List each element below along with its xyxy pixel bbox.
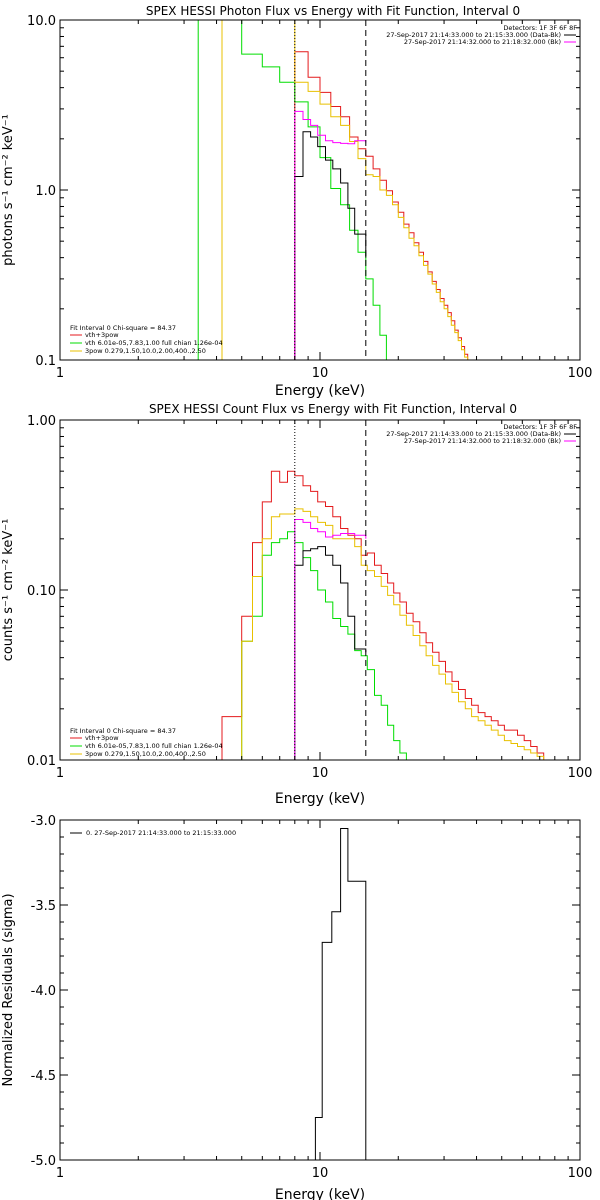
residuals-legend-label: 0. 27-Sep-2017 21:14:33.000 to 21:15:33.… bbox=[86, 829, 236, 837]
residuals-panel: 1 10 100-5.0-4.5-4.0-3.5-3.0 Energy (keV) … bbox=[1, 814, 592, 1200]
legend-total-label: vth+3pow bbox=[85, 331, 119, 339]
y-tick-label: -4.0 bbox=[31, 984, 56, 999]
y-tick-label: 10.0 bbox=[27, 14, 56, 29]
series-3pow-line bbox=[221, 20, 507, 360]
series-bk-line bbox=[294, 110, 367, 360]
x-tick-label: 1 bbox=[56, 366, 64, 381]
photon-flux-fit-range-lines bbox=[294, 20, 367, 360]
residuals-legend: 0. 27-Sep-2017 21:14:33.000 to 21:15:33.… bbox=[70, 829, 236, 837]
y-tick-label: -5.0 bbox=[31, 1154, 56, 1169]
photon-flux-ylabel: photons s⁻¹ cm⁻² keV⁻¹ bbox=[1, 114, 16, 266]
count-flux-title: SPEX HESSI Count Flux vs Energy with Fit… bbox=[149, 402, 517, 416]
legend-fit-interval: Fit Interval 0 Chi-square = 84.37 bbox=[70, 324, 176, 332]
series-data-bk-line bbox=[294, 546, 367, 760]
series-3pow-line bbox=[222, 508, 557, 760]
x-tick-label: 100 bbox=[568, 766, 593, 781]
count-flux-series bbox=[221, 470, 557, 760]
series-0-27-sep-2017-21-14-33-000-to-21-15-33-000-line bbox=[314, 828, 367, 1160]
photon-flux-xlabel: Energy (keV) bbox=[275, 383, 365, 399]
photon-flux-ticks: 1 10 100 0.1 1.0 10.0 bbox=[27, 14, 592, 381]
residuals-ticks: 1 10 100 -5.0 -4.5 -4.0 -3.5 -3.0 bbox=[31, 814, 593, 1181]
count-flux-ylabel: counts s⁻¹ cm⁻² keV⁻¹ bbox=[1, 519, 16, 662]
y-tick-label: 1.00 bbox=[27, 414, 56, 429]
legend-total-label-2: vth+3pow bbox=[85, 734, 119, 742]
count-flux-legend-bottom: Fit Interval 0 Chi-square = 84.37 vth+3p… bbox=[70, 727, 223, 758]
residuals-series bbox=[314, 828, 367, 1160]
photon-flux-legend-bottom: Fit Interval 0 Chi-square = 84.37 vth+3p… bbox=[70, 324, 223, 355]
y-tick-label: 0.1 bbox=[35, 354, 56, 369]
photon-flux-series bbox=[197, 20, 507, 360]
photon-flux-panel: SPEX HESSI Photon Flux vs Energy with Fi… bbox=[1, 4, 592, 399]
legend-thermal-label-2: vth 6.01e-05,7.83,1.00 full chian 1.26e-… bbox=[85, 742, 223, 750]
legend-bk-interval: 27-Sep-2017 21:14:32.000 to 21:18:32.000… bbox=[404, 38, 561, 46]
residuals-xlabel: Energy (keV) bbox=[275, 1187, 365, 1200]
y-tick-label: 1.0 bbox=[35, 184, 56, 199]
legend-thermal-label: vth 6.01e-05,7.83,1.00 full chian 1.26e-… bbox=[85, 339, 223, 347]
series-data-bk-line bbox=[294, 131, 367, 360]
count-flux-ticks: 1 10 100 0.01 0.10 1.00 bbox=[27, 414, 592, 781]
x-tick-label: 100 bbox=[568, 1166, 593, 1181]
legend-data-interval: 27-Sep-2017 21:14:33.000 to 21:15:33.000… bbox=[386, 31, 561, 39]
series-bk-line bbox=[294, 519, 367, 760]
legend-detectors: Detectors: 1F 3F 6F 8F bbox=[503, 24, 577, 32]
y-tick-label: -3.0 bbox=[31, 814, 56, 829]
y-tick-label: 0.01 bbox=[27, 754, 56, 769]
x-tick-label: 10 bbox=[312, 366, 329, 381]
legend-powerlaw-label: 3pow 0.279,1.50,10.0,2.00,400.,2.50 bbox=[85, 347, 206, 355]
x-tick-label: 1 bbox=[56, 766, 64, 781]
y-tick-label: 0.10 bbox=[27, 584, 56, 599]
x-tick-label: 1 bbox=[56, 1166, 64, 1181]
series-vth-line bbox=[197, 20, 424, 360]
count-flux-legend-top: Detectors: 1F 3F 6F 8F 27-Sep-2017 21:14… bbox=[386, 423, 577, 445]
count-flux-xlabel: Energy (keV) bbox=[275, 791, 365, 807]
x-tick-label: 10 bbox=[312, 1166, 329, 1181]
count-flux-fit-range-lines bbox=[294, 420, 367, 760]
photon-flux-legend-top: Detectors: 1F 3F 6F 8F 27-Sep-2017 21:14… bbox=[386, 24, 577, 46]
legend-data-interval-2: 27-Sep-2017 21:14:33.000 to 21:15:33.000… bbox=[386, 430, 561, 438]
series-vth-line bbox=[222, 531, 414, 760]
photon-flux-title: SPEX HESSI Photon Flux vs Energy with Fi… bbox=[146, 4, 520, 18]
y-tick-label: -4.5 bbox=[31, 1069, 56, 1084]
count-flux-panel: SPEX HESSI Count Flux vs Energy with Fit… bbox=[1, 402, 592, 807]
y-tick-label: -3.5 bbox=[31, 899, 56, 914]
legend-detectors-2: Detectors: 1F 3F 6F 8F bbox=[503, 423, 577, 431]
x-tick-label: 10 bbox=[312, 766, 329, 781]
legend-powerlaw-label-2: 3pow 0.279,1.50,10.0,2.00,400.,2.50 bbox=[85, 750, 206, 758]
legend-fit-interval-2: Fit Interval 0 Chi-square = 84.37 bbox=[70, 727, 176, 735]
legend-bk-interval-2: 27-Sep-2017 21:14:32.000 to 21:18:32.000… bbox=[404, 437, 561, 445]
residuals-ylabel: Normalized Residuals (sigma) bbox=[1, 893, 16, 1086]
x-tick-label: 100 bbox=[568, 366, 593, 381]
